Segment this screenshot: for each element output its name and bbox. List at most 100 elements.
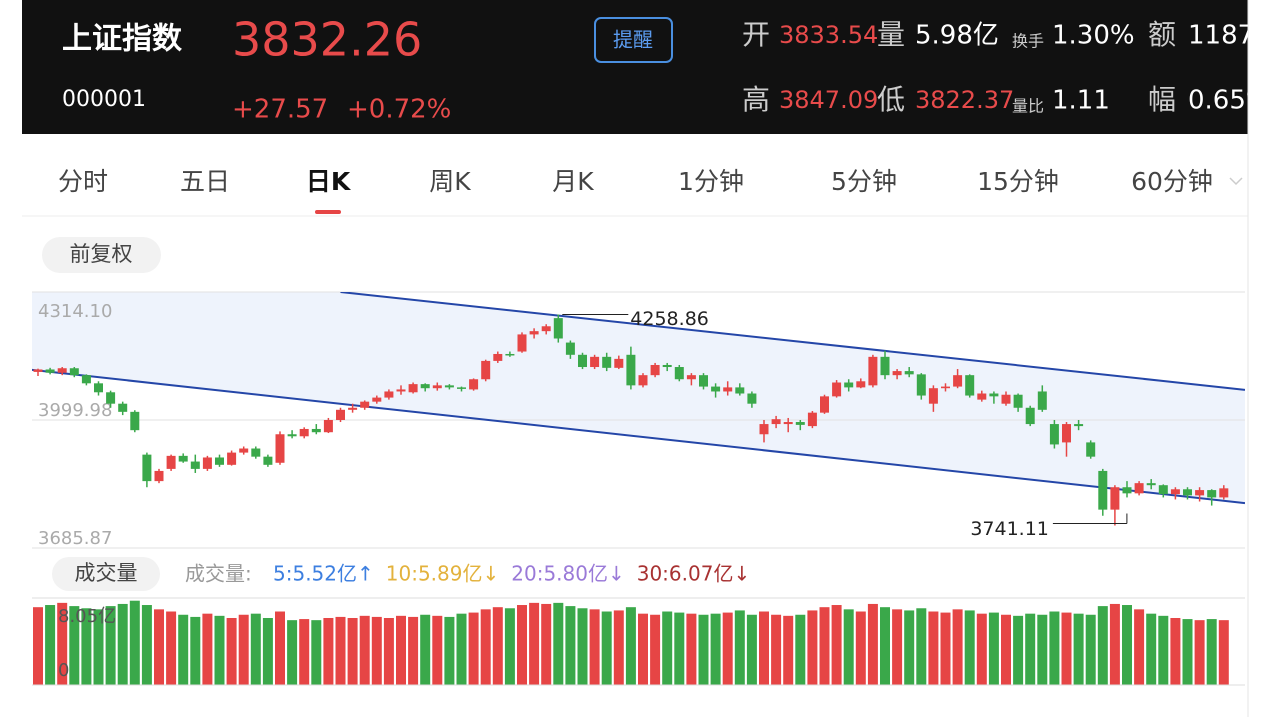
candle-body [408, 384, 418, 393]
volume-bar [262, 617, 273, 685]
volume-bar [867, 603, 878, 685]
candle-body [711, 386, 721, 392]
stat-value: 5.98亿 [915, 21, 999, 51]
candle-body [880, 356, 890, 376]
candle-body [166, 455, 176, 469]
volume-bar [710, 613, 721, 685]
tab[interactable]: 五日 [180, 167, 230, 196]
stat-label: 额 [1148, 18, 1176, 51]
y-tick-label: 4314.10 [38, 301, 112, 322]
stat-label: 换手 [1012, 32, 1044, 51]
volume-bar [1013, 615, 1024, 685]
volume-bar [33, 607, 43, 685]
candle-body [844, 382, 854, 388]
candle-body [1025, 407, 1035, 425]
volume-bar [1122, 605, 1132, 685]
candle-body [1098, 470, 1108, 510]
candle-body [699, 375, 708, 387]
candle-body [953, 375, 963, 387]
channel-fill [32, 292, 1245, 504]
candle-body [602, 356, 612, 368]
high-label: 4258.86 [630, 308, 709, 330]
volume-bar [807, 610, 818, 685]
candle-body [57, 368, 67, 373]
candle-body [1183, 489, 1192, 496]
tab[interactable]: 1分钟 [678, 167, 744, 196]
volume-bar [589, 609, 600, 685]
candle-body [1146, 483, 1156, 486]
candle-body [868, 356, 878, 386]
volume-bar [154, 609, 164, 685]
tab[interactable]: 周K [429, 167, 471, 196]
price: 3832.26 [232, 13, 422, 67]
candle-body [1122, 487, 1132, 494]
candle-body [190, 461, 200, 469]
stat-label: 量 [877, 18, 905, 51]
volume-bar [795, 614, 806, 685]
volume-tick-label: 0 [58, 660, 69, 681]
tab[interactable]: 5分钟 [831, 167, 897, 196]
volume-bar [734, 610, 745, 685]
candle-body [1195, 490, 1205, 496]
header-bg [22, 0, 1248, 134]
volume-bar [468, 612, 479, 685]
volume-bar [396, 615, 406, 685]
volume-bar [1061, 612, 1072, 685]
volume-bar [420, 614, 431, 685]
y-tick-label: 3999.98 [38, 400, 112, 421]
candle-body [928, 388, 938, 404]
trendline [32, 368, 1245, 505]
tab-underline [315, 210, 341, 214]
tab[interactable]: 月K [552, 167, 594, 196]
volume-bar [1158, 615, 1169, 685]
volume-bar [238, 614, 249, 685]
change: +27.57 [232, 95, 328, 125]
adjust-button[interactable] [42, 237, 161, 273]
alert-button-label: 提醒 [613, 28, 653, 52]
candle-body [759, 424, 769, 435]
alert-button[interactable] [594, 17, 673, 63]
stat-value: 0.65% [1188, 86, 1271, 116]
tab[interactable]: 日K [306, 167, 352, 196]
volume-bar [287, 620, 298, 685]
candle-body [299, 428, 309, 437]
candle-body [578, 354, 587, 368]
volume-bar [759, 611, 769, 685]
candle-body [94, 383, 103, 393]
volume-button[interactable] [52, 557, 160, 591]
candle-body [432, 385, 442, 389]
volume-bar [202, 613, 213, 685]
candle-body [832, 382, 842, 397]
candle-body [614, 358, 624, 368]
tab[interactable]: 60分钟 [1131, 167, 1213, 196]
candle-body [662, 364, 672, 368]
stat-value: 11877 [1188, 21, 1271, 51]
tab[interactable]: 分时 [58, 167, 108, 196]
volume-bar [529, 602, 540, 685]
candle-body [941, 386, 950, 389]
volume-bar [928, 611, 939, 685]
stat-label: 低 [877, 83, 905, 116]
stat-label: 量比 [1012, 97, 1044, 116]
candle-body [396, 389, 406, 392]
volume-bar [964, 610, 975, 685]
candle-body [1074, 424, 1084, 427]
chart: 4314.10 3999.98 3685.87 4258.86 3741.11 成交量 成交… [32, 291, 1245, 686]
candle-body [251, 448, 261, 457]
candle-body [1013, 394, 1023, 408]
candle-body [202, 457, 212, 469]
y-tick-label: 3685.87 [38, 528, 112, 549]
volume-bar [662, 611, 673, 685]
low-label: 3741.11 [970, 518, 1049, 540]
candle-body [674, 367, 684, 380]
volume-bar [190, 616, 201, 685]
volume-bar [69, 606, 80, 685]
volume-bar [674, 612, 685, 685]
tab[interactable]: 15分钟 [977, 167, 1059, 196]
volume-bar [383, 617, 394, 685]
candle-body [154, 470, 164, 482]
candle-body [820, 396, 829, 413]
candle-body [118, 403, 128, 412]
